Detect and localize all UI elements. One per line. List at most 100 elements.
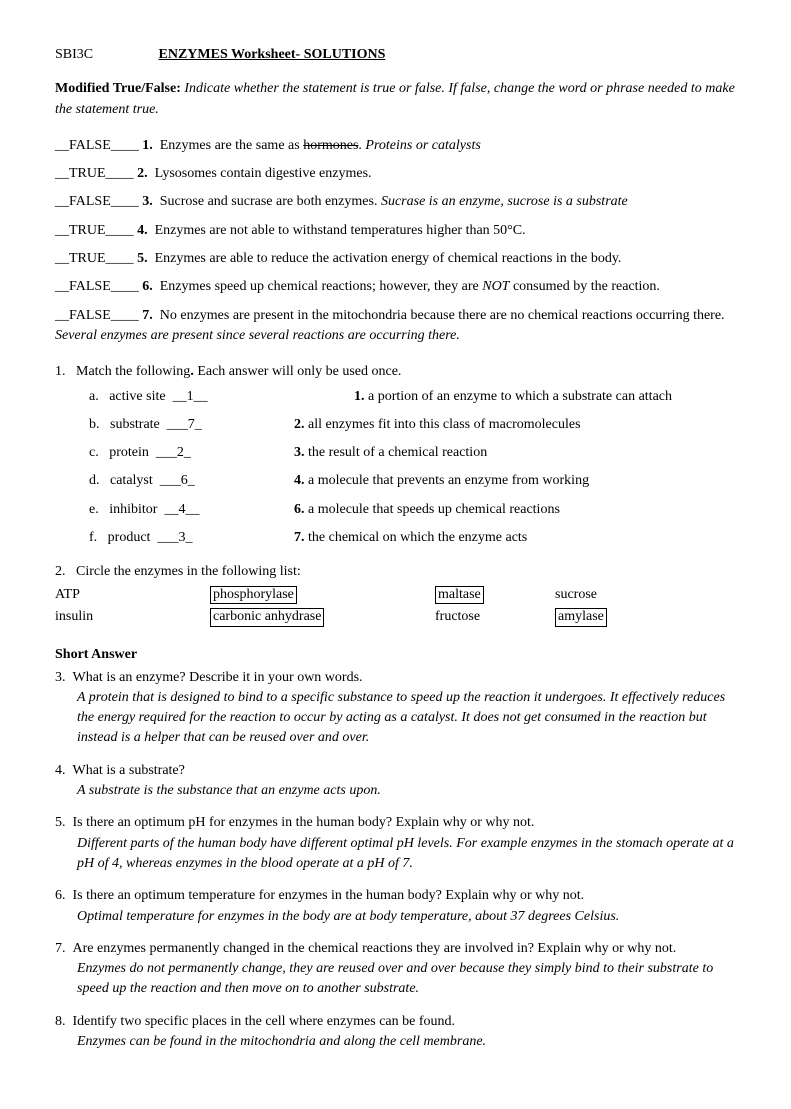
instructions-label: Modified True/False:: [55, 81, 181, 96]
tf-answer: __TRUE____: [55, 251, 134, 266]
tf-answer: __FALSE____: [55, 194, 139, 209]
worksheet-title: ENZYMES Worksheet- SOLUTIONS: [159, 47, 386, 62]
match-def: the chemical on which the enzyme acts: [308, 530, 527, 545]
tf-num: 6.: [142, 279, 153, 294]
tf-item: __FALSE____ 6. Enzymes speed up chemical…: [55, 277, 736, 297]
tf-answer: __TRUE____: [55, 223, 134, 238]
instructions: Modified True/False: Indicate whether th…: [55, 79, 736, 120]
match-letter: c.: [89, 445, 99, 460]
word: insulin: [55, 609, 93, 624]
q2-text: Circle the enzymes in the following list…: [76, 564, 301, 579]
match-row: e. inhibitor __4__ 6. a molecule that sp…: [89, 500, 736, 520]
match-answer: ___3_: [157, 530, 192, 545]
tf-num: 2.: [137, 166, 148, 181]
match-answer: ___6_: [160, 473, 195, 488]
match-term: product: [108, 530, 151, 545]
tf-item: __FALSE____ 3. Sucrose and sucrase are b…: [55, 192, 736, 212]
q2-num: 2.: [55, 564, 66, 579]
match-def: all enzymes fit into this class of macro…: [308, 417, 581, 432]
match-num: 1.: [55, 364, 66, 379]
match-text: Match the following: [76, 364, 190, 379]
tf-item: __TRUE____ 2. Lysosomes contain digestiv…: [55, 164, 736, 184]
sa-answer: Enzymes do not permanently change, they …: [77, 959, 736, 1000]
sa-num: 3.: [55, 670, 66, 685]
match-letter: b.: [89, 417, 100, 432]
tf-answer: __FALSE____: [55, 138, 139, 153]
match-answer: ___7_: [167, 417, 202, 432]
sa-question: What is an enzyme? Describe it in your o…: [73, 670, 363, 685]
match-term: active site: [109, 389, 165, 404]
sa-question: Are enzymes permanently changed in the c…: [73, 941, 677, 956]
sa-item: 7. Are enzymes permanently changed in th…: [55, 939, 736, 1000]
match-def-num: 3.: [294, 445, 305, 460]
header: SBI3C ENZYMES Worksheet- SOLUTIONS: [55, 45, 736, 65]
match-def: a molecule that prevents an enzyme from …: [308, 473, 589, 488]
match-answer: ___2_: [156, 445, 191, 460]
tf-item: __FALSE____ 7. No enzymes are present in…: [55, 306, 736, 347]
short-answer-header: Short Answer: [55, 645, 736, 665]
match-letter: d.: [89, 473, 100, 488]
tf-answer: __FALSE____: [55, 308, 139, 323]
tf-correction: Proteins or catalysts: [365, 138, 480, 153]
tf-text: Lysosomes contain digestive enzymes.: [155, 166, 372, 181]
tf-text: No enzymes are present in the mitochondr…: [160, 308, 725, 323]
tf-item: __FALSE____ 1. Enzymes are the same as h…: [55, 136, 736, 156]
word: sucrose: [555, 587, 597, 602]
tf-answer: __FALSE____: [55, 279, 139, 294]
tf-correction: Sucrase is an enzyme, sucrose is a subst…: [381, 194, 628, 209]
sa-question: Is there an optimum pH for enzymes in th…: [73, 815, 535, 830]
sa-question: What is a substrate?: [73, 763, 185, 778]
word-row: ATP phosphorylase maltase sucrose: [55, 585, 736, 605]
sa-answer: Optimal temperature for enzymes in the b…: [77, 907, 736, 927]
match-row: f. product ___3_ 7. the chemical on whic…: [89, 528, 736, 548]
tf-text: Enzymes are the same as: [160, 138, 303, 153]
match-letter: e.: [89, 502, 99, 517]
match-term: catalyst: [110, 473, 153, 488]
tf-item: __TRUE____ 4. Enzymes are not able to wi…: [55, 221, 736, 241]
match-term: protein: [109, 445, 149, 460]
sa-item: 8. Identify two specific places in the c…: [55, 1012, 736, 1053]
match-def-num: 1.: [354, 389, 365, 404]
match-intro: 1. Match the following. Each answer will…: [55, 362, 736, 382]
tf-strike: hormones: [303, 138, 358, 153]
match-def: a molecule that speeds up chemical react…: [308, 502, 560, 517]
sa-num: 8.: [55, 1014, 66, 1029]
circled-word: carbonic anhydrase: [210, 608, 324, 627]
sa-answer: Different parts of the human body have d…: [77, 834, 736, 875]
tf-answer: __TRUE____: [55, 166, 134, 181]
match-def-num: 2.: [294, 417, 305, 432]
sa-num: 6.: [55, 888, 66, 903]
sa-question: Identify two specific places in the cell…: [73, 1014, 456, 1029]
sa-question: Is there an optimum temperature for enzy…: [73, 888, 585, 903]
match-def-num: 7.: [294, 530, 305, 545]
sa-answer: A protein that is designed to bind to a …: [77, 688, 736, 749]
sa-num: 5.: [55, 815, 66, 830]
match-def-num: 6.: [294, 502, 305, 517]
match-answer: __4__: [164, 502, 199, 517]
match-row: d. catalyst ___6_ 4. a molecule that pre…: [89, 471, 736, 491]
match-def: the result of a chemical reaction: [308, 445, 487, 460]
tf-text: Enzymes speed up chemical reactions; how…: [160, 279, 482, 294]
circled-word: phosphorylase: [210, 586, 297, 605]
sa-item: 5. Is there an optimum pH for enzymes in…: [55, 813, 736, 874]
tf-num: 7.: [142, 308, 153, 323]
circled-word: amylase: [555, 608, 607, 627]
tf-num: 3.: [142, 194, 153, 209]
word-row: insulin carbonic anhydrase fructose amyl…: [55, 607, 736, 627]
sa-num: 4.: [55, 763, 66, 778]
match-def: a portion of an enzyme to which a substr…: [368, 389, 672, 404]
match-row: c. protein ___2_ 3. the result of a chem…: [89, 443, 736, 463]
sa-answer: A substrate is the substance that an enz…: [77, 781, 736, 801]
match-answer: __1__: [173, 389, 208, 404]
tf-num: 4.: [137, 223, 148, 238]
tf-text: Enzymes are able to reduce the activatio…: [155, 251, 622, 266]
tf-num: 1.: [142, 138, 153, 153]
sa-item: 4. What is a substrate? A substrate is t…: [55, 761, 736, 802]
match-row: b. substrate ___7_ 2. all enzymes fit in…: [89, 415, 736, 435]
tf-post: consumed by the reaction.: [509, 279, 659, 294]
word: fructose: [435, 609, 480, 624]
tf-text: Enzymes are not able to withstand temper…: [155, 223, 526, 238]
match-row: a. active site __1__ 1. a portion of an …: [89, 387, 736, 407]
word: ATP: [55, 587, 80, 602]
sa-item: 6. Is there an optimum temperature for e…: [55, 886, 736, 927]
